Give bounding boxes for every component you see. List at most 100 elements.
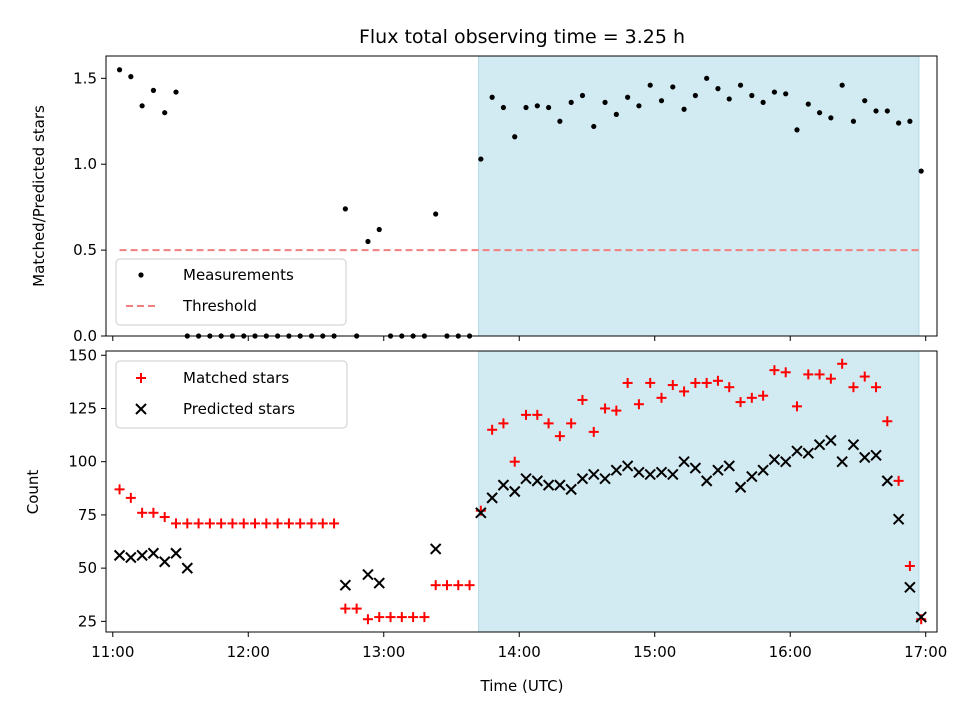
plus-data-point bbox=[227, 518, 238, 529]
plus-data-point bbox=[588, 426, 599, 437]
plus-data-point bbox=[577, 394, 588, 405]
dot-data-point bbox=[670, 84, 676, 90]
plus-data-point bbox=[125, 492, 136, 503]
top-y-axis-label: Matched/Predicted stars bbox=[30, 105, 48, 287]
plus-data-point bbox=[837, 358, 848, 369]
dot-data-point bbox=[918, 168, 924, 174]
x-data-point bbox=[870, 449, 882, 462]
x-data-point bbox=[689, 462, 702, 474]
x-tick-label: 13:00 bbox=[362, 643, 405, 661]
top-plot-frame bbox=[105, 55, 938, 337]
x-tick-label: 14:00 bbox=[498, 643, 541, 661]
dot-data-point bbox=[828, 115, 834, 121]
y-tick-label: 1.0 bbox=[73, 155, 97, 173]
plus-data-point bbox=[871, 382, 882, 393]
plus-data-point bbox=[803, 369, 814, 380]
dot-data-point bbox=[128, 74, 134, 80]
dot-data-point bbox=[816, 110, 823, 116]
bottom-y-axis-label: Count bbox=[24, 470, 42, 515]
series-matched-stars bbox=[114, 358, 927, 625]
plus-data-point bbox=[701, 377, 712, 388]
plus-data-point bbox=[159, 512, 170, 523]
x-tick-label: 15:00 bbox=[633, 643, 676, 661]
bottom-legend: Matched stars Predicted stars bbox=[115, 360, 348, 429]
x-data-point bbox=[791, 445, 803, 457]
x-data-point bbox=[779, 455, 792, 468]
plus-data-point bbox=[441, 580, 452, 591]
legend-entry: Threshold bbox=[126, 297, 257, 315]
plus-data-point bbox=[633, 399, 644, 410]
y-tick-label: 0.0 bbox=[73, 327, 97, 345]
x-data-point bbox=[136, 549, 148, 562]
x-data-point bbox=[700, 475, 713, 487]
plus-data-point bbox=[148, 507, 159, 518]
x-data-point bbox=[170, 547, 182, 559]
plus-data-point bbox=[430, 580, 441, 591]
x-data-point bbox=[576, 473, 589, 485]
x-data-point bbox=[655, 466, 668, 479]
plus-data-point bbox=[453, 580, 464, 591]
plus-data-point bbox=[543, 418, 554, 429]
x-data-point bbox=[362, 568, 374, 581]
dot-data-point bbox=[478, 156, 484, 162]
series-predicted-stars bbox=[113, 434, 927, 623]
legend-swatch bbox=[136, 373, 146, 383]
dot-data-point bbox=[602, 99, 608, 105]
x-data-point bbox=[565, 483, 577, 496]
dot-data-point bbox=[873, 108, 879, 114]
observing-window-shade bbox=[478, 55, 920, 337]
dot-data-point bbox=[365, 238, 371, 245]
plus-data-point bbox=[329, 518, 340, 529]
dot-data-point bbox=[376, 226, 382, 233]
x-data-point bbox=[509, 485, 521, 498]
plus-data-point bbox=[814, 369, 825, 380]
dot-data-point bbox=[760, 99, 766, 105]
plus-data-point bbox=[306, 518, 317, 529]
y-tick-label: 100 bbox=[68, 453, 97, 471]
plus-data-point bbox=[261, 518, 272, 529]
x-data-point bbox=[723, 460, 735, 472]
dot-data-point bbox=[613, 111, 619, 118]
plus-data-point bbox=[893, 475, 904, 486]
x-data-point bbox=[588, 468, 600, 481]
plus-data-point bbox=[396, 612, 407, 623]
legend-entry: Measurements bbox=[138, 266, 294, 284]
bottom-panel: 25 50 75 100 125 150 11:00 12:00 13:00 14:00 15:0… bbox=[24, 346, 947, 695]
dot-data-point bbox=[839, 82, 845, 88]
x-data-point bbox=[813, 438, 826, 451]
legend-swatch bbox=[138, 272, 144, 278]
legend-swatch bbox=[135, 403, 147, 415]
y-tick-label: 125 bbox=[68, 399, 97, 417]
plus-data-point bbox=[487, 424, 498, 435]
x-data-point bbox=[113, 549, 126, 562]
plus-data-point bbox=[193, 518, 204, 529]
x-data-point bbox=[159, 556, 171, 568]
plus-data-point bbox=[509, 456, 520, 467]
plus-data-point bbox=[712, 375, 723, 386]
x-data-point bbox=[610, 464, 623, 476]
plus-data-point bbox=[690, 377, 701, 388]
y-tick-label: 25 bbox=[78, 612, 97, 630]
dot-data-point bbox=[523, 104, 529, 111]
plus-data-point bbox=[600, 403, 611, 414]
x-data-point bbox=[667, 468, 679, 481]
x-data-point bbox=[633, 466, 645, 479]
dot-data-point bbox=[771, 89, 778, 95]
x-data-point bbox=[475, 507, 487, 519]
dot-data-point bbox=[139, 103, 145, 109]
dot-data-point bbox=[658, 98, 665, 104]
y-tick-label: 75 bbox=[78, 506, 97, 524]
plus-data-point bbox=[859, 371, 870, 382]
legend-label: Predicted stars bbox=[183, 400, 295, 418]
plus-data-point bbox=[622, 377, 633, 388]
dot-data-point bbox=[545, 104, 552, 111]
x-data-point bbox=[836, 455, 848, 468]
dot-data-point bbox=[850, 118, 857, 124]
y-tick-label: 1.5 bbox=[73, 69, 97, 87]
legend-label: Measurements bbox=[183, 266, 294, 284]
plus-data-point bbox=[611, 405, 622, 416]
plus-data-point bbox=[419, 612, 430, 623]
plus-data-point bbox=[498, 418, 509, 429]
x-data-point bbox=[125, 551, 137, 564]
dot-data-point bbox=[162, 110, 168, 116]
